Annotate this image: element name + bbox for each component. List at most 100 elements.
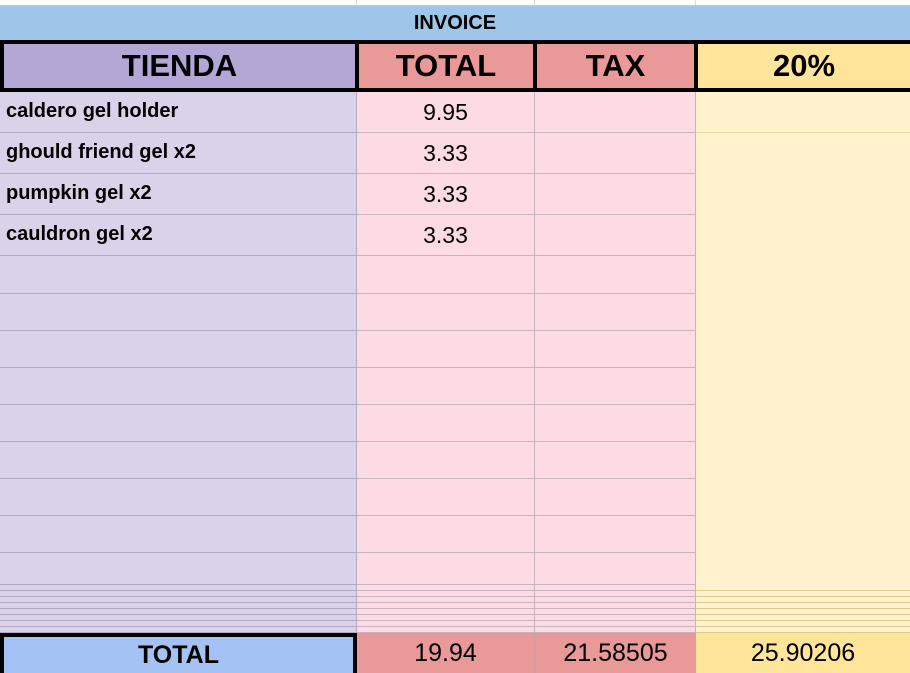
item-cell[interactable] bbox=[0, 368, 357, 405]
header-tax[interactable]: TAX bbox=[535, 40, 696, 92]
header-total[interactable]: TOTAL bbox=[357, 40, 535, 92]
total-cell[interactable] bbox=[357, 621, 535, 627]
item-cell[interactable] bbox=[0, 615, 357, 621]
tax-cell[interactable] bbox=[535, 294, 696, 331]
pct-cell[interactable] bbox=[696, 603, 910, 609]
item-cell[interactable]: pumpkin gel x2 bbox=[0, 174, 357, 215]
tax-cell[interactable] bbox=[535, 621, 696, 627]
total-cell[interactable]: 9.95 bbox=[357, 92, 535, 133]
pct-cell[interactable] bbox=[696, 585, 910, 591]
collapsed-row bbox=[0, 615, 910, 621]
pct-cell[interactable] bbox=[696, 331, 910, 368]
total-cell[interactable] bbox=[357, 609, 535, 615]
tax-cell[interactable] bbox=[535, 603, 696, 609]
pct-cell[interactable] bbox=[696, 516, 910, 553]
table-row: caldero gel holder 9.95 bbox=[0, 92, 910, 133]
item-cell[interactable] bbox=[0, 591, 357, 597]
total-cell[interactable] bbox=[357, 603, 535, 609]
pct-cell[interactable] bbox=[696, 174, 910, 215]
item-cell[interactable] bbox=[0, 603, 357, 609]
tax-cell[interactable] bbox=[535, 585, 696, 591]
tax-cell[interactable] bbox=[535, 442, 696, 479]
item-cell[interactable] bbox=[0, 621, 357, 627]
total-cell[interactable] bbox=[357, 516, 535, 553]
tax-cell[interactable] bbox=[535, 133, 696, 174]
total-cell[interactable] bbox=[357, 294, 535, 331]
tax-cell[interactable] bbox=[535, 516, 696, 553]
total-cell[interactable]: 3.33 bbox=[357, 133, 535, 174]
tax-cell[interactable] bbox=[535, 627, 696, 633]
total-cell[interactable] bbox=[357, 405, 535, 442]
item-cell[interactable] bbox=[0, 553, 357, 585]
totals-label[interactable]: TOTAL bbox=[0, 633, 357, 673]
tax-cell[interactable] bbox=[535, 479, 696, 516]
tax-cell[interactable] bbox=[535, 92, 696, 133]
item-cell[interactable] bbox=[0, 585, 357, 591]
tax-cell[interactable] bbox=[535, 405, 696, 442]
totals-tax[interactable]: 21.58505 bbox=[535, 633, 696, 673]
item-cell[interactable] bbox=[0, 331, 357, 368]
total-cell[interactable]: 3.33 bbox=[357, 215, 535, 256]
item-cell[interactable] bbox=[0, 597, 357, 603]
item-cell[interactable]: ghould friend gel x2 bbox=[0, 133, 357, 174]
item-cell[interactable] bbox=[0, 256, 357, 294]
total-cell[interactable] bbox=[357, 591, 535, 597]
tax-cell[interactable] bbox=[535, 256, 696, 294]
pct-cell[interactable] bbox=[696, 627, 910, 633]
header-tienda[interactable]: TIENDA bbox=[0, 40, 357, 92]
item-cell[interactable]: cauldron gel x2 bbox=[0, 215, 357, 256]
total-cell[interactable] bbox=[357, 368, 535, 405]
tax-cell[interactable] bbox=[535, 591, 696, 597]
header-pct[interactable]: 20% bbox=[696, 40, 910, 92]
tax-cell[interactable] bbox=[535, 215, 696, 256]
tax-cell[interactable] bbox=[535, 597, 696, 603]
collapsed-row bbox=[0, 585, 910, 591]
item-cell[interactable] bbox=[0, 479, 357, 516]
tax-cell[interactable] bbox=[535, 553, 696, 585]
pct-cell[interactable] bbox=[696, 294, 910, 331]
item-cell[interactable] bbox=[0, 609, 357, 615]
pct-cell[interactable] bbox=[696, 591, 910, 597]
pct-cell[interactable] bbox=[696, 621, 910, 627]
invoice-title[interactable]: INVOICE bbox=[0, 6, 910, 40]
collapsed-row bbox=[0, 627, 910, 633]
pct-cell[interactable] bbox=[696, 92, 910, 133]
pct-cell[interactable] bbox=[696, 256, 910, 294]
total-cell[interactable]: 3.33 bbox=[357, 174, 535, 215]
item-cell[interactable] bbox=[0, 405, 357, 442]
total-cell[interactable] bbox=[357, 585, 535, 591]
pct-cell[interactable] bbox=[696, 442, 910, 479]
pct-cell[interactable] bbox=[696, 597, 910, 603]
totals-row: TOTAL 19.94 21.58505 25.90206 bbox=[0, 633, 910, 673]
pct-cell[interactable] bbox=[696, 609, 910, 615]
pct-cell[interactable] bbox=[696, 553, 910, 585]
pct-cell[interactable] bbox=[696, 479, 910, 516]
item-cell[interactable] bbox=[0, 627, 357, 633]
total-cell[interactable] bbox=[357, 442, 535, 479]
total-cell[interactable] bbox=[357, 615, 535, 621]
pct-cell[interactable] bbox=[696, 615, 910, 621]
pct-cell[interactable] bbox=[696, 133, 910, 174]
item-cell[interactable] bbox=[0, 442, 357, 479]
table-row: cauldron gel x2 3.33 bbox=[0, 215, 910, 256]
pct-cell[interactable] bbox=[696, 215, 910, 256]
total-cell[interactable] bbox=[357, 256, 535, 294]
total-cell[interactable] bbox=[357, 553, 535, 585]
pct-cell[interactable] bbox=[696, 368, 910, 405]
tax-cell[interactable] bbox=[535, 615, 696, 621]
total-cell[interactable] bbox=[357, 627, 535, 633]
totals-total[interactable]: 19.94 bbox=[357, 633, 535, 673]
total-cell[interactable] bbox=[357, 331, 535, 368]
tax-cell[interactable] bbox=[535, 174, 696, 215]
totals-pct[interactable]: 25.90206 bbox=[696, 633, 910, 673]
pct-cell[interactable] bbox=[696, 405, 910, 442]
item-cell[interactable]: caldero gel holder bbox=[0, 92, 357, 133]
item-cell[interactable] bbox=[0, 294, 357, 331]
item-cell[interactable] bbox=[0, 516, 357, 553]
table-row bbox=[0, 368, 910, 405]
tax-cell[interactable] bbox=[535, 609, 696, 615]
tax-cell[interactable] bbox=[535, 368, 696, 405]
total-cell[interactable] bbox=[357, 597, 535, 603]
total-cell[interactable] bbox=[357, 479, 535, 516]
tax-cell[interactable] bbox=[535, 331, 696, 368]
